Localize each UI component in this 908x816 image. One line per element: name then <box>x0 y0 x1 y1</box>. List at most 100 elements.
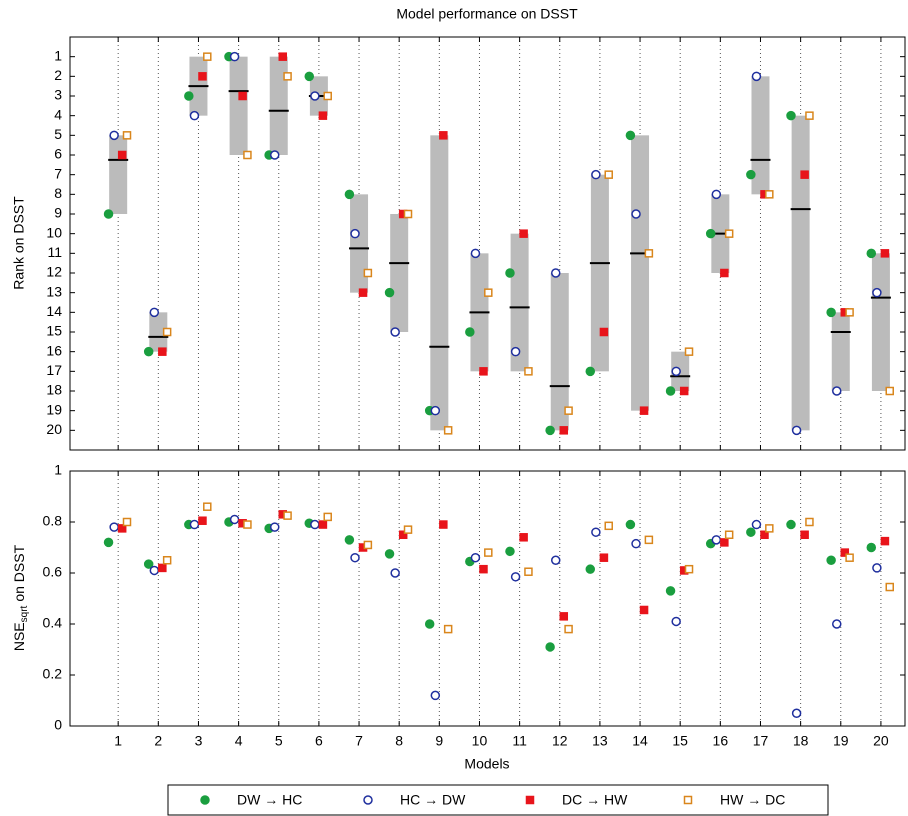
range-box <box>390 214 409 332</box>
point <box>885 386 894 396</box>
y-tick-label: 19 <box>46 401 62 417</box>
legend-box <box>167 784 829 816</box>
point <box>229 51 240 62</box>
y-tick-label: 6 <box>54 146 62 162</box>
point <box>711 189 722 200</box>
plot-frame <box>69 36 906 451</box>
point <box>832 619 842 629</box>
y-tick-label: 12 <box>46 264 62 280</box>
point <box>149 307 160 318</box>
point <box>751 519 762 530</box>
range-box <box>590 174 609 372</box>
x-tick-label: 11 <box>512 733 527 749</box>
point <box>203 502 212 511</box>
legend-marker <box>200 795 210 805</box>
x-tick-label: 10 <box>472 733 488 749</box>
point <box>430 690 441 701</box>
point <box>545 425 555 436</box>
point <box>765 190 774 199</box>
point <box>760 530 769 539</box>
point <box>826 555 836 565</box>
point <box>439 520 448 529</box>
point <box>505 546 515 557</box>
point <box>465 327 475 337</box>
point <box>149 565 160 576</box>
y-tick-label: 20 <box>46 421 62 437</box>
point <box>746 169 756 180</box>
range-box <box>510 233 529 372</box>
point <box>832 386 842 396</box>
x-tick-label: 17 <box>753 733 769 749</box>
point <box>443 426 453 435</box>
point <box>644 535 654 545</box>
y-tick-label: 0.4 <box>43 615 63 631</box>
point <box>117 150 127 160</box>
point <box>430 405 441 416</box>
range-box <box>831 312 850 391</box>
point <box>805 111 814 120</box>
point <box>625 130 636 141</box>
point <box>470 248 481 259</box>
point <box>143 346 154 357</box>
point <box>840 548 850 557</box>
point <box>644 249 654 258</box>
point <box>805 517 814 527</box>
point <box>671 366 681 377</box>
point <box>524 567 533 576</box>
point <box>786 110 796 121</box>
point <box>283 72 292 81</box>
y-tick-label: 14 <box>46 303 62 319</box>
y-tick-label: 0 <box>54 717 62 733</box>
point <box>162 327 172 337</box>
legend-marker <box>525 795 535 805</box>
point <box>550 268 561 278</box>
y-tick-label: 0.8 <box>43 513 63 529</box>
point <box>122 131 132 140</box>
point <box>591 527 601 537</box>
legend-marker <box>683 795 693 805</box>
point <box>424 619 435 629</box>
point <box>358 288 368 297</box>
point <box>665 386 676 396</box>
y-tick-label: 18 <box>46 382 62 398</box>
point <box>283 511 292 520</box>
point <box>880 536 890 546</box>
point <box>591 169 601 180</box>
point <box>162 556 172 565</box>
point <box>545 642 555 652</box>
range-box <box>229 56 248 155</box>
point <box>800 170 809 179</box>
legend-marker <box>363 795 373 805</box>
point <box>505 268 515 278</box>
y-tick-label: 4 <box>54 106 62 122</box>
point <box>510 346 521 357</box>
point <box>684 564 694 574</box>
point <box>269 150 280 160</box>
point <box>390 327 400 337</box>
y-tick-label: 5 <box>54 126 62 142</box>
point <box>143 559 154 569</box>
point <box>872 287 882 298</box>
point <box>344 189 355 200</box>
point <box>765 524 774 533</box>
point <box>711 535 722 545</box>
point <box>323 512 332 522</box>
point <box>384 287 395 298</box>
legend-label: HW → DC <box>720 792 785 808</box>
point <box>639 406 649 415</box>
point <box>639 605 649 615</box>
point <box>684 347 694 356</box>
x-tick-label: 6 <box>315 733 323 749</box>
point <box>310 519 320 530</box>
point <box>604 170 613 179</box>
plot-frame <box>69 470 906 727</box>
range-box <box>350 194 369 293</box>
point <box>109 130 119 141</box>
y-tick-label: 9 <box>54 205 62 221</box>
y-tick-label: 10 <box>46 224 62 240</box>
point <box>479 564 488 574</box>
x-tick-label: 14 <box>632 733 648 749</box>
range-box <box>550 273 569 431</box>
x-tick-label: 13 <box>592 733 608 749</box>
